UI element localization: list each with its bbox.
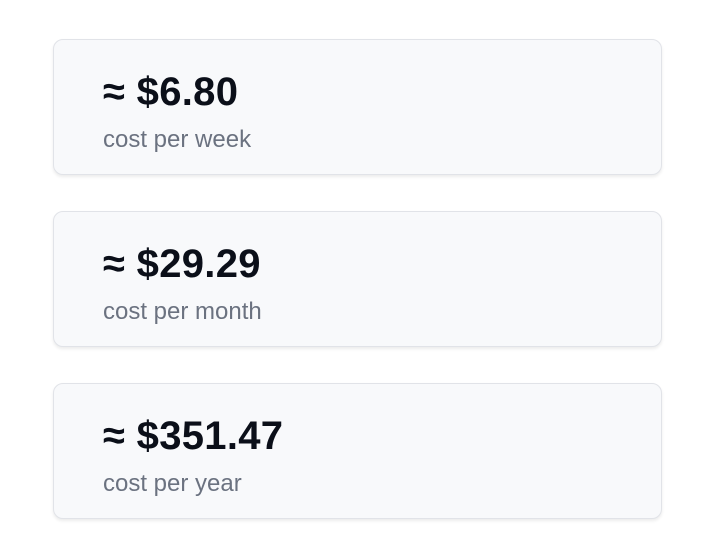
monthly-cost-label: cost per month — [103, 298, 262, 325]
weekly-cost-label: cost per week — [103, 126, 252, 153]
weekly-cost-amount: ≈ $6.80 — [103, 70, 239, 114]
yearly-cost-card: ≈ $351.47 cost per year — [53, 383, 662, 519]
weekly-cost-card: ≈ $6.80 cost per week — [53, 39, 662, 175]
yearly-cost-label: cost per year — [103, 470, 242, 497]
yearly-cost-amount: ≈ $351.47 — [103, 414, 284, 458]
monthly-cost-amount: ≈ $29.29 — [103, 242, 261, 286]
monthly-cost-card: ≈ $29.29 cost per month — [53, 211, 662, 347]
